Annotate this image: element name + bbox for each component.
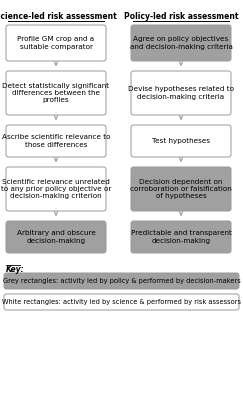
FancyBboxPatch shape — [131, 25, 231, 61]
Text: Science-led risk assessment: Science-led risk assessment — [0, 12, 117, 21]
FancyBboxPatch shape — [131, 221, 231, 253]
FancyBboxPatch shape — [6, 221, 106, 253]
Text: Scientific relevance unrelated
to any prior policy objective or
decision-making : Scientific relevance unrelated to any pr… — [1, 179, 111, 199]
FancyBboxPatch shape — [131, 167, 231, 211]
FancyBboxPatch shape — [6, 25, 106, 61]
FancyBboxPatch shape — [4, 273, 239, 289]
FancyBboxPatch shape — [4, 294, 239, 310]
FancyBboxPatch shape — [6, 125, 106, 157]
Text: Devise hypotheses related to
decision-making criteria: Devise hypotheses related to decision-ma… — [128, 86, 234, 100]
Text: Profile GM crop and a
suitable comparator: Profile GM crop and a suitable comparato… — [17, 36, 95, 50]
Text: Key:: Key: — [6, 265, 25, 274]
Text: Test hypotheses: Test hypotheses — [152, 138, 210, 144]
Text: Agree on policy objectives
and decision-making criteria: Agree on policy objectives and decision-… — [130, 36, 233, 50]
Text: Arbitrary and obscure
decision-making: Arbitrary and obscure decision-making — [17, 230, 95, 244]
FancyBboxPatch shape — [6, 71, 106, 115]
FancyBboxPatch shape — [131, 71, 231, 115]
Text: Detect statistically significant
differences between the
profiles: Detect statistically significant differe… — [2, 83, 110, 103]
Text: Ascribe scientific relevance to
those differences: Ascribe scientific relevance to those di… — [2, 134, 110, 148]
Text: Policy-led risk assessment: Policy-led risk assessment — [124, 12, 238, 21]
Text: Grey rectangles: activity led by policy & performed by decision-makers: Grey rectangles: activity led by policy … — [3, 278, 240, 284]
Text: Decision dependent on
corroboration or falsification
of hypotheses: Decision dependent on corroboration or f… — [130, 179, 232, 199]
Text: White rectangles: activity led by science & performed by risk assessors: White rectangles: activity led by scienc… — [2, 299, 241, 305]
FancyBboxPatch shape — [6, 167, 106, 211]
Text: Predictable and transparent
decision-making: Predictable and transparent decision-mak… — [130, 230, 231, 244]
FancyBboxPatch shape — [131, 125, 231, 157]
